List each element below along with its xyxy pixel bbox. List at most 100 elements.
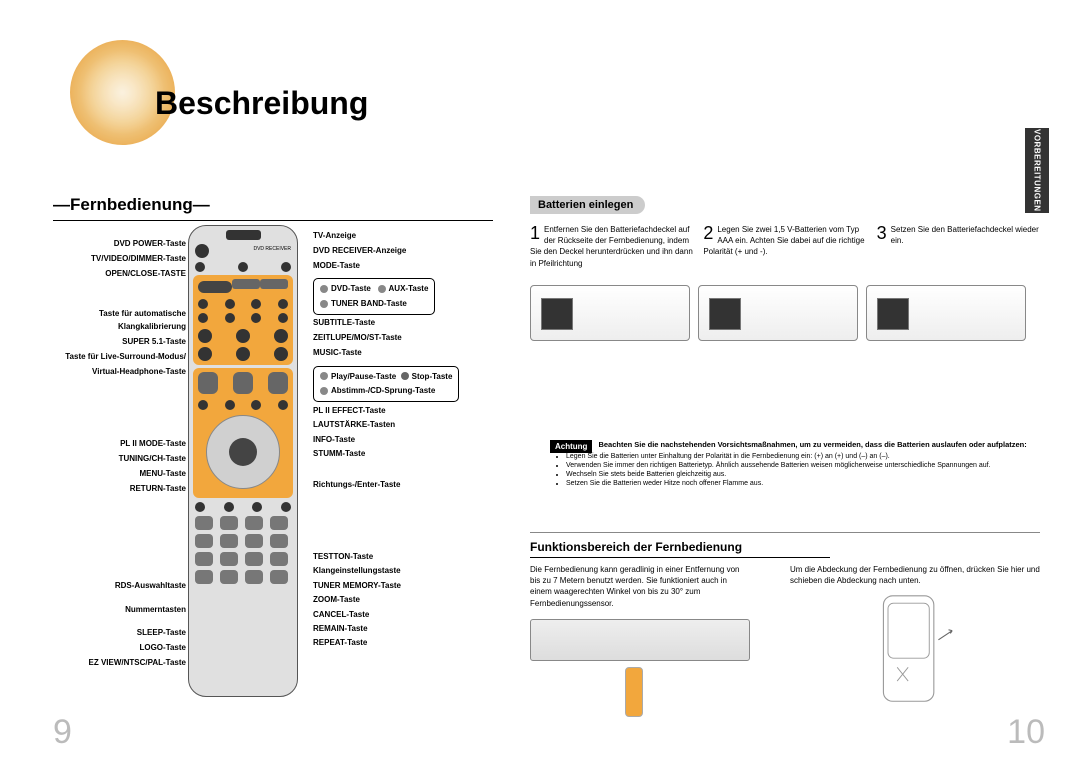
label: LAUTSTÄRKE-Tasten [313,419,503,431]
remote-btn [198,329,212,343]
remote-btn [195,552,213,566]
label: PL II MODE-Taste [36,438,186,451]
caution-headline: Beachten Sie die nachstehenden Vorsichts… [598,440,1026,449]
battery-illustration [698,285,858,341]
caution-label: Achtung [550,440,592,453]
remote-btn [198,372,218,394]
remote-btn [225,400,235,410]
label: Nummerntasten [36,604,186,617]
dot-icon [401,372,409,380]
remote-btn [195,262,205,272]
step-num: 3 [877,224,887,242]
battery-illustrations [530,277,1040,341]
label: LOGO-Taste [36,642,186,655]
label: INFO-Taste [313,434,503,446]
label: Abstimm-/CD-Sprung-Taste [331,386,435,395]
step-text: Setzen Sie den Batteriefachdeckel wieder… [891,225,1039,245]
label: CANCEL-Taste [313,609,503,621]
remote-btn [245,552,263,566]
dot-icon [320,285,328,293]
remote-btn [252,502,262,512]
battery-illustration [866,285,1026,341]
remote-btn [270,516,288,530]
caution-item: Legen Sie die Batterien unter Einhaltung… [566,453,1040,460]
page-root: Beschreibung VORBEREITUNGEN Fernbedienun… [0,0,1080,763]
remote-btn [236,329,250,343]
operating-range-section: Funktionsbereich der Fernbedienung Die F… [530,540,1040,722]
remote-btn [225,313,235,323]
remote-btn [195,502,205,512]
remote-btn [198,347,212,361]
remote-btn [274,329,288,343]
section-hr [53,220,493,221]
label: TUNER BAND-Taste [331,299,407,308]
operating-range-heading: Funktionsbereich der Fernbedienung [530,540,1040,557]
remote-btn [195,516,213,530]
remote-btn [220,570,238,584]
battery-steps: 1Entfernen Sie den Batteriefachdeckel au… [530,224,1040,269]
label: STUMM-Taste [313,448,503,460]
label: DVD RECEIVER-Anzeige [313,245,498,258]
remote-btn [198,299,208,309]
remote-btn [195,534,213,548]
remote-btn [281,502,291,512]
caution-item: Verwenden Sie immer den richtigen Batter… [566,462,1040,469]
dot-icon [378,285,386,293]
dot-icon [320,300,328,308]
remote-btn [251,299,261,309]
label: TUNER MEMORY-Taste [313,580,503,592]
section-heading-remote: Fernbedienung [53,195,210,215]
battery-heading-pill: Batterien einlegen [530,196,645,214]
remote-btn [278,313,288,323]
label: TV/VIDEO/DIMMER-Taste [36,253,186,266]
remote-btn [245,570,263,584]
label: RDS-Auswahltaste [36,580,186,593]
mini-remote-illustration [625,667,643,717]
label: EZ VIEW/NTSC/PAL-Taste [36,657,186,670]
receiver-illustration [530,619,750,661]
operating-range-text: Die Fernbedienung kann geradlinig in ein… [530,564,750,609]
remote-btn [225,299,235,309]
remote-btn [236,347,250,361]
cover-open-text: Um die Abdeckung der Fernbedienung zu öf… [790,564,1040,586]
remote-btn [268,372,288,394]
page-number-left: 9 [53,713,72,752]
label: Richtungs-/Enter-Taste [313,479,503,491]
remote-btn [245,516,263,530]
caution-item: Wechseln Sie stets beide Batterien gleic… [566,471,1040,478]
remote-btn [220,552,238,566]
label: REMAIN-Taste [313,623,503,635]
remote-btn [195,244,209,258]
remote-btn [270,534,288,548]
label: Klangeinstellungstaste [313,565,503,577]
remote-btn [245,534,263,548]
label: AUX-Taste [389,284,429,293]
label: TUNING/CH-Taste [36,453,186,466]
page-number-right: 10 [1007,713,1045,752]
remote-btn [270,552,288,566]
caution-item: Setzen Sie die Batterien weder Hitze noc… [566,480,1040,487]
remote-orange-zone-2 [193,368,293,498]
label: SUPER 5.1-Taste [36,336,186,349]
step-num: 1 [530,224,540,242]
remote-btn [278,400,288,410]
remote-btn [232,279,260,289]
remote-btn [238,262,248,272]
step-1: 1Entfernen Sie den Batteriefachdeckel au… [530,224,693,269]
callout-box-2: Play/Pause-Taste Stop-Taste Abstimm-/CD-… [313,366,459,403]
label: Taste für automatische Klangkalibrierung [36,308,186,334]
labels-right-upper: TV-Anzeige DVD RECEIVER-Anzeige MODE-Tas… [313,230,498,404]
horizontal-separator [530,532,1040,533]
label: RETURN-Taste [36,483,186,496]
label: MODE-Taste [313,260,498,273]
step-2: 2Legen Sie zwei 1,5 V-Batterien vom Typ … [703,224,866,269]
label: REPEAT-Taste [313,637,503,649]
step-3: 3Setzen Sie den Batteriefachdeckel wiede… [877,224,1040,269]
remote-numpad [195,516,291,584]
dot-icon [320,387,328,395]
caution-box: Achtung Beachten Sie die nachstehenden V… [550,440,1040,489]
label: DVD-Taste [331,284,371,293]
step-text: Legen Sie zwei 1,5 V-Batterien vom Typ A… [703,225,864,256]
label: MUSIC-Taste [313,347,498,360]
label: TESTTON-Taste [313,551,503,563]
